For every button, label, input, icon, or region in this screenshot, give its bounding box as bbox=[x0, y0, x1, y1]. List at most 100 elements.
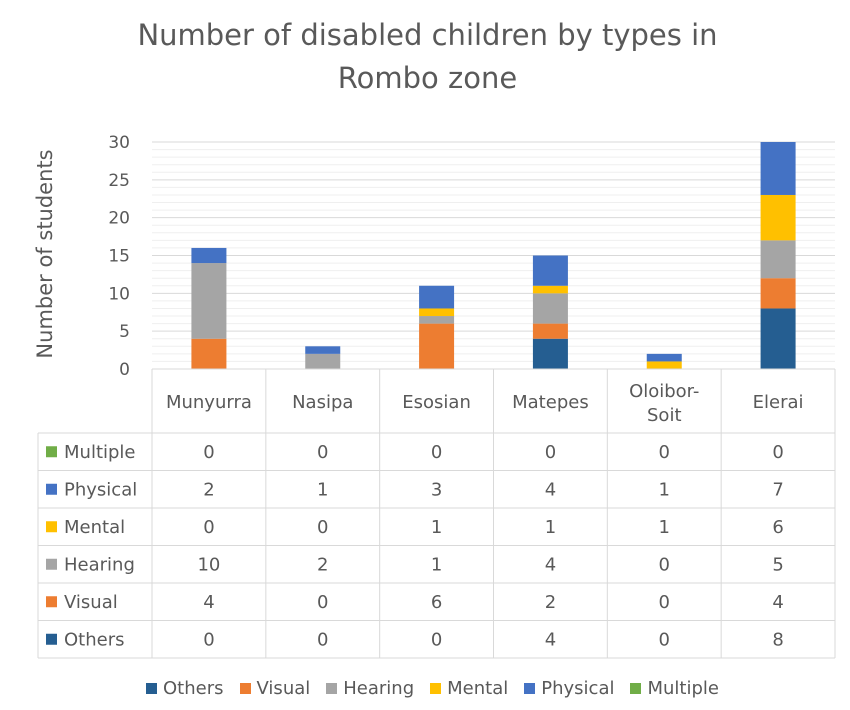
y-tick-label: 5 bbox=[119, 322, 130, 342]
bar-segment-physical-matepes bbox=[532, 255, 568, 286]
table-legend-key bbox=[46, 483, 57, 495]
y-tick-label: 15 bbox=[108, 247, 130, 267]
table-cell-value: 4 bbox=[545, 479, 556, 500]
bar-segment-mental-esosian bbox=[419, 308, 455, 317]
legend-swatch bbox=[146, 683, 158, 694]
table-cell-value: 0 bbox=[203, 442, 214, 463]
table-cell-value: 0 bbox=[659, 554, 670, 575]
legend-label: Visual bbox=[256, 678, 311, 699]
category-label: Matepes bbox=[512, 392, 589, 413]
bar-segment-physical-esosian bbox=[419, 285, 455, 309]
table-cell-value: 5 bbox=[772, 554, 783, 575]
table-row-label: Multiple bbox=[64, 442, 136, 463]
y-axis: 0 5 10 15 20 25 30 bbox=[108, 133, 130, 380]
bar-segment-mental-matepes bbox=[532, 285, 568, 294]
table-cell-value: 6 bbox=[772, 517, 783, 538]
table-cell-value: 1 bbox=[659, 517, 670, 538]
table-cell-value: 0 bbox=[659, 442, 670, 463]
bar-segment-hearing-esosian bbox=[419, 316, 455, 324]
y-tick-label: 0 bbox=[119, 360, 130, 380]
table-row-label: Hearing bbox=[64, 554, 135, 575]
bar-segment-hearing-munyurra bbox=[191, 263, 227, 339]
bar-segment-hearing-elerai bbox=[760, 240, 796, 279]
bar-segment-visual-elerai bbox=[760, 278, 796, 309]
table-cell-value: 4 bbox=[772, 592, 783, 613]
legend-swatch bbox=[524, 683, 536, 694]
chart-title-line-2: Rombo zone bbox=[337, 61, 518, 95]
legend-item-mental: Mental bbox=[430, 678, 508, 699]
table-cell-value: 1 bbox=[317, 479, 328, 500]
bars bbox=[191, 142, 796, 369]
bar-segment-mental-elerai bbox=[760, 194, 796, 241]
table-cell-value: 2 bbox=[317, 554, 328, 575]
table-cell-value: 1 bbox=[659, 479, 670, 500]
bar-segment-mental-oloibor-soit bbox=[646, 361, 682, 369]
table-cell-value: 0 bbox=[545, 442, 556, 463]
table-legend-key bbox=[46, 633, 57, 645]
table-cell-value: 1 bbox=[431, 517, 442, 538]
table-cell-value: 0 bbox=[431, 442, 442, 463]
legend-label: Multiple bbox=[647, 678, 719, 699]
category-label: Esosian bbox=[402, 392, 471, 413]
legend-item-hearing: Hearing bbox=[326, 678, 414, 699]
category-label: Elerai bbox=[753, 392, 804, 413]
y-tick-label: 30 bbox=[108, 133, 130, 153]
table-cell-value: 0 bbox=[317, 517, 328, 538]
table-cell-value: 4 bbox=[545, 629, 556, 650]
y-tick-label: 10 bbox=[108, 284, 130, 304]
legend-label: Mental bbox=[447, 678, 509, 699]
table-cell-value: 0 bbox=[317, 629, 328, 650]
legend-swatch bbox=[630, 683, 642, 694]
table-cell-value: 2 bbox=[203, 479, 214, 500]
bar-segment-visual-munyurra bbox=[191, 338, 227, 369]
legend-swatch bbox=[430, 683, 442, 694]
table-legend-key bbox=[46, 446, 57, 458]
bar-segment-hearing-nasipa bbox=[305, 353, 341, 369]
y-tick-label: 25 bbox=[108, 171, 130, 191]
table-cell-value: 3 bbox=[431, 479, 442, 500]
legend-item-multiple: Multiple bbox=[630, 678, 719, 699]
table-legend-key bbox=[46, 596, 57, 608]
y-tick-label: 20 bbox=[108, 209, 130, 229]
chart-title: Number of disabled children by types in … bbox=[0, 14, 850, 100]
legend-item-physical: Physical bbox=[524, 678, 614, 699]
bar-segment-physical-munyurra bbox=[191, 247, 227, 264]
bar-segment-physical-elerai bbox=[760, 142, 796, 195]
table-cell-value: 4 bbox=[545, 554, 556, 575]
table-cell-value: 1 bbox=[431, 554, 442, 575]
table-cell-value: 0 bbox=[659, 592, 670, 613]
legend-item-others: Others bbox=[146, 678, 224, 699]
table-cell-value: 0 bbox=[317, 592, 328, 613]
category-label: Oloibor-Soit bbox=[629, 381, 699, 426]
table-cell-value: 0 bbox=[317, 442, 328, 463]
table-cell-value: 1 bbox=[545, 517, 556, 538]
table-cell-value: 4 bbox=[203, 592, 214, 613]
table-legend-key bbox=[46, 521, 57, 533]
bar-segment-hearing-matepes bbox=[532, 293, 568, 324]
chart-title-line-1: Number of disabled children by types in bbox=[137, 18, 718, 52]
legend-label: Others bbox=[163, 678, 224, 699]
legend: Others Visual Hearing Mental Physical Multipl… bbox=[0, 678, 850, 699]
table-cell-value: 8 bbox=[772, 629, 783, 650]
table-cell-value: 0 bbox=[772, 442, 783, 463]
table-legend-key bbox=[46, 558, 57, 570]
table-row-label: Visual bbox=[64, 592, 118, 613]
bar-segment-physical-nasipa bbox=[305, 346, 341, 354]
legend-label: Hearing bbox=[343, 678, 415, 699]
table-cell-value: 10 bbox=[197, 554, 220, 575]
table-cell-value: 0 bbox=[659, 629, 670, 650]
category-label: Nasipa bbox=[292, 392, 353, 413]
bar-segment-others-elerai bbox=[760, 308, 796, 369]
table-cell-value: 0 bbox=[203, 517, 214, 538]
table-cell-value: 0 bbox=[431, 629, 442, 650]
legend-label: Physical bbox=[541, 678, 615, 699]
legend-item-visual: Visual bbox=[239, 678, 311, 699]
table-cell-value: 2 bbox=[545, 592, 556, 613]
category-label: Munyurra bbox=[166, 392, 252, 413]
table-row-label: Physical bbox=[64, 479, 137, 500]
data-table: Munyurra Nasipa Esosian Matepes Oloibor-Soit… bbox=[37, 368, 836, 659]
bar-segment-physical-oloibor-soit bbox=[646, 353, 682, 362]
table-cell-value: 7 bbox=[772, 479, 783, 500]
bar-segment-others-matepes bbox=[532, 338, 568, 369]
